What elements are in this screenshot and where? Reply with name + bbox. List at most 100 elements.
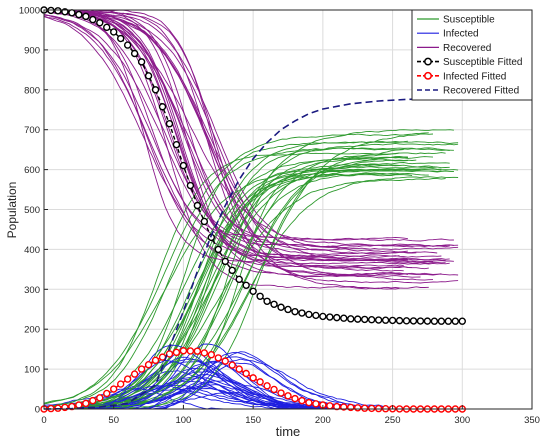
- y-tick-label: 200: [24, 325, 40, 336]
- susceptible-fitted-marker: [75, 10, 83, 19]
- susceptible-fitted-marker: [409, 317, 418, 325]
- susceptible-fitted-marker: [444, 317, 453, 325]
- susceptible-fitted-marker: [249, 287, 257, 295]
- legend-box: [411, 9, 533, 101]
- susceptible-fitted-marker: [416, 317, 425, 325]
- susceptible-run-line: [43, 172, 429, 410]
- susceptible-fitted-marker: [333, 313, 341, 322]
- susceptible-fitted-marker: [214, 245, 222, 254]
- legend-label: Susceptible: [443, 15, 495, 26]
- susceptible-fitted-marker: [165, 120, 174, 128]
- susceptible-fitted-marker: [186, 181, 195, 190]
- susceptible-fitted-marker: [116, 34, 125, 43]
- infected-fitted-marker: [284, 392, 292, 400]
- infected-fitted-marker: [354, 404, 362, 412]
- legend-item: Susceptible: [417, 15, 495, 26]
- susceptible-fitted-marker: [137, 58, 146, 66]
- susceptible-run-line: [43, 162, 450, 409]
- x-axis-label: time: [276, 424, 301, 439]
- legend-label: Recovered Fitted: [443, 86, 519, 97]
- susceptible-fitted-marker: [270, 300, 278, 308]
- legend-label: Susceptible Fitted: [443, 57, 523, 68]
- susceptible-fitted-marker: [347, 315, 355, 323]
- susceptible-fitted-marker: [242, 281, 250, 290]
- infected-fitted-marker: [249, 374, 257, 382]
- y-tick-label: 700: [24, 125, 40, 136]
- x-tick-label: 100: [175, 415, 191, 426]
- susceptible-fitted-marker: [54, 7, 62, 15]
- y-axis-ticks: 0 100 200 300 400 500 600 700 800 900 1000: [19, 6, 48, 416]
- susceptible-fitted-marker: [284, 305, 292, 314]
- susceptible-fitted-marker: [193, 201, 202, 210]
- infected-fitted-marker: [360, 404, 369, 412]
- legend-marker: [424, 71, 432, 80]
- infected-fitted-marker: [75, 401, 83, 409]
- susceptible-fitted-marker: [374, 316, 383, 324]
- legend-label: Infected: [443, 29, 479, 40]
- infected-fitted-marker: [221, 357, 229, 365]
- recovered-run-line: [44, 9, 408, 277]
- infected-fitted-marker: [82, 399, 90, 408]
- infected-fitted-marker: [186, 347, 195, 355]
- legend: Susceptible Infected Recovered Susceptible …: [411, 9, 533, 101]
- x-tick-label: 200: [315, 415, 331, 426]
- susceptible-fitted-marker: [402, 317, 411, 325]
- infected-fitted-marker: [333, 402, 341, 411]
- infected-fitted-marker: [214, 354, 222, 362]
- y-tick-label: 300: [24, 285, 40, 296]
- susceptible-fitted-marker: [277, 303, 285, 311]
- susceptible-run-line: [43, 168, 459, 409]
- legend-label: Recovered: [443, 43, 491, 54]
- y-tick-label: 500: [24, 205, 40, 216]
- susceptible-fitted-marker: [256, 292, 264, 300]
- infected-fitted-marker: [165, 350, 174, 358]
- infected-fitted-marker: [137, 365, 146, 373]
- legend-marker: [424, 57, 432, 66]
- recovered-run-line: [43, 10, 404, 267]
- susceptible-fitted-marker: [395, 316, 404, 325]
- infected-fitted-marker: [367, 404, 376, 413]
- susceptible-fitted-marker: [451, 317, 460, 325]
- infected-fitted-marker: [179, 347, 188, 355]
- recovered-run-line: [43, 13, 429, 270]
- x-tick-label: 50: [108, 415, 119, 426]
- susceptible-fitted-marker: [298, 309, 306, 317]
- infected-fitted-marker: [291, 394, 299, 403]
- infected-fitted-marker: [242, 369, 250, 378]
- susceptible-run-line: [43, 147, 454, 408]
- susceptible-fitted-marker: [326, 313, 334, 321]
- infected-fitted-marker: [263, 382, 271, 390]
- susceptible-fitted-marker: [458, 317, 466, 325]
- susceptible-fitted-marker: [172, 140, 181, 149]
- susceptible-fitted-marker: [305, 310, 313, 319]
- recovered-run-line: [43, 10, 434, 263]
- susceptible-fitted-marker: [144, 72, 153, 80]
- infected-fitted-marker: [207, 351, 216, 359]
- susceptible-fitted-marker: [96, 19, 104, 27]
- y-tick-label: 800: [24, 85, 40, 96]
- susceptible-fitted-marker: [319, 312, 327, 321]
- susceptible-fitted-marker: [360, 315, 369, 324]
- susceptible-fitted-marker: [388, 316, 397, 325]
- infected-fitted-marker: [305, 398, 313, 407]
- y-tick-label: 100: [24, 365, 40, 376]
- infected-fitted-marker: [277, 389, 285, 397]
- infected-fitted-marker: [144, 361, 153, 369]
- infected-fitted-marker: [61, 403, 69, 412]
- x-tick-label: 300: [454, 415, 470, 426]
- susceptible-fitted-marker: [228, 266, 236, 275]
- y-tick-label: 0: [35, 405, 40, 416]
- susceptible-fitted-marker: [200, 217, 209, 226]
- recovered-run-line: [43, 9, 450, 265]
- susceptible-fitted-marker: [437, 317, 446, 325]
- recovered-fitted-line: [43, 97, 463, 410]
- infected-fitted-marker: [347, 403, 355, 412]
- y-axis-label: Population: [5, 182, 19, 239]
- infected-fitted-marker: [228, 361, 236, 369]
- infected-fitted-marker: [89, 396, 97, 405]
- susceptible-fitted-marker: [89, 15, 97, 24]
- y-tick-label: 400: [24, 245, 40, 256]
- susceptible-fitted-marker: [340, 314, 348, 322]
- x-tick-label: 150: [245, 415, 261, 426]
